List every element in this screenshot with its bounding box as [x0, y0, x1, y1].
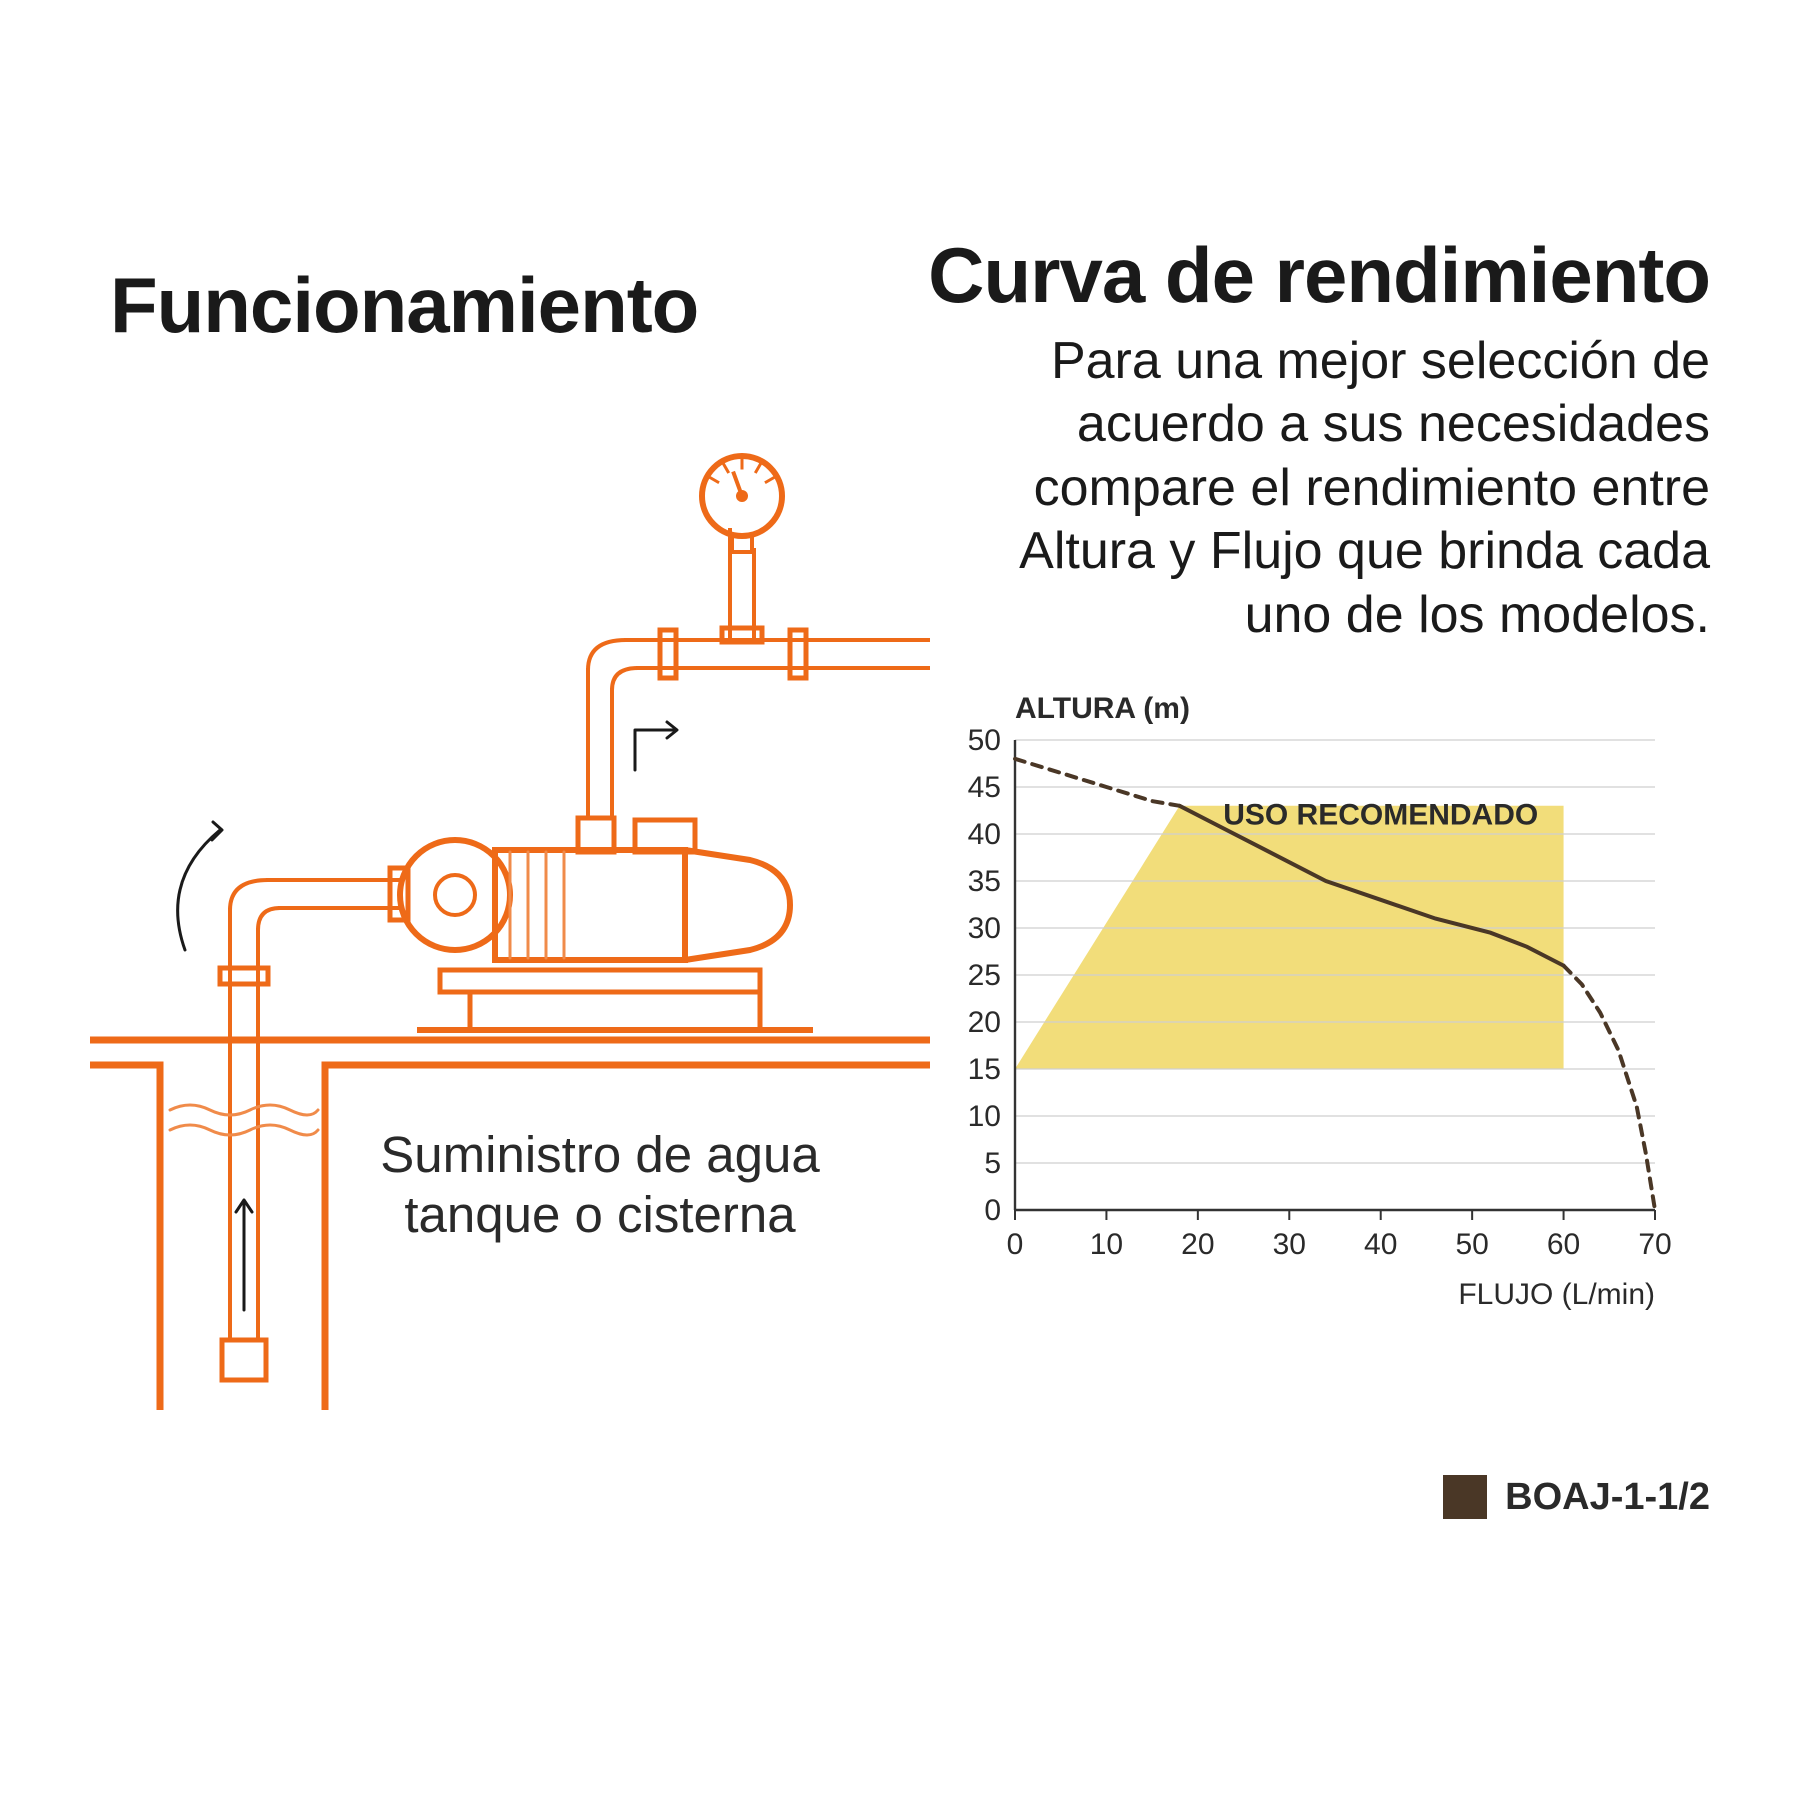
- svg-text:15: 15: [968, 1053, 1001, 1086]
- svg-text:0: 0: [1007, 1228, 1024, 1261]
- svg-text:40: 40: [968, 818, 1001, 851]
- performance-chart: ALTURA (m) 0 5 10 15 20 25 30 35 40 45 50 0 10 20 30 40 5…: [920, 680, 1720, 1440]
- legend-label: BOAJ-1-1/2: [1505, 1476, 1710, 1519]
- svg-text:20: 20: [968, 1006, 1001, 1039]
- svg-text:30: 30: [1273, 1228, 1306, 1261]
- svg-text:FLUJO (L/min): FLUJO (L/min): [1458, 1278, 1655, 1311]
- svg-text:10: 10: [968, 1100, 1001, 1133]
- svg-text:ALTURA (m): ALTURA (m): [1015, 692, 1190, 725]
- left-section-title: Funcionamiento: [110, 260, 698, 351]
- svg-text:50: 50: [1455, 1228, 1488, 1261]
- svg-text:0: 0: [984, 1194, 1001, 1227]
- svg-text:70: 70: [1638, 1228, 1671, 1261]
- svg-text:60: 60: [1547, 1228, 1580, 1261]
- legend-swatch: [1443, 1475, 1487, 1519]
- svg-text:5: 5: [984, 1147, 1001, 1180]
- right-section-body: Para una mejor selección de acuerdo a su…: [920, 330, 1710, 647]
- svg-text:40: 40: [1364, 1228, 1397, 1261]
- chart-legend: BOAJ-1-1/2: [1443, 1475, 1710, 1519]
- diagram-caption: Suministro de agua tanque o cisterna: [340, 1125, 860, 1245]
- page-root: Funcionamiento Curva de rendimiento Para…: [0, 0, 1800, 1800]
- svg-text:10: 10: [1090, 1228, 1123, 1261]
- svg-text:50: 50: [968, 724, 1001, 757]
- svg-text:20: 20: [1181, 1228, 1214, 1261]
- svg-text:USO RECOMENDADO: USO RECOMENDADO: [1223, 799, 1538, 832]
- svg-text:45: 45: [968, 771, 1001, 804]
- svg-text:35: 35: [968, 865, 1001, 898]
- svg-text:30: 30: [968, 912, 1001, 945]
- pump-diagram: [90, 410, 930, 1410]
- svg-text:25: 25: [968, 959, 1001, 992]
- right-section-title: Curva de rendimiento: [928, 230, 1710, 321]
